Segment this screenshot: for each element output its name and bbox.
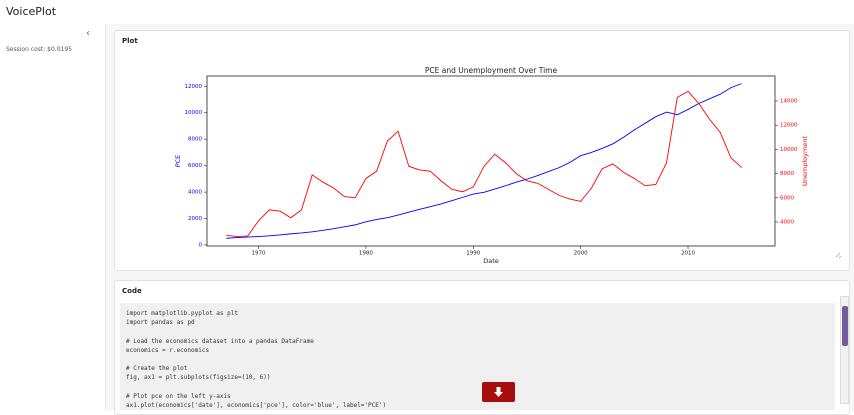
y2-tick-label: 6000 [780, 195, 794, 201]
x-tick-label: 1990 [466, 251, 480, 257]
app-title: VoicePlot [6, 5, 57, 18]
x-tick-label: 1970 [252, 251, 266, 257]
plot-card: Plot [114, 30, 850, 271]
data-line [226, 83, 742, 239]
y2-tick-label: 12000 [780, 123, 798, 129]
x-axis-label: Date [483, 257, 499, 265]
y2-tick-label: 14000 [780, 98, 798, 104]
y-axis-label: PCE [174, 155, 182, 168]
x-tick-label: 2010 [681, 251, 695, 257]
chart: PCE and Unemployment Over Time Date PCE … [174, 66, 842, 265]
arrow-icon [494, 387, 503, 397]
y-tick-label: 2000 [188, 216, 202, 222]
code-box: import matplotlib.pyplot as plt import p… [120, 303, 835, 410]
y-tick-label: 8000 [188, 137, 202, 143]
scroll-thumb[interactable] [842, 306, 848, 346]
header: VoicePlot [0, 0, 854, 24]
y-tick-label: 10000 [185, 110, 203, 116]
plot-frame [206, 75, 776, 247]
resize-icon[interactable] [835, 252, 842, 259]
scroll-down-button[interactable] [482, 382, 515, 402]
code-text: import matplotlib.pyplot as plt import p… [126, 310, 387, 410]
x-tick-label: 2000 [574, 251, 588, 257]
y-tick-label: 6000 [188, 163, 202, 169]
y-tick-label: 4000 [188, 190, 202, 196]
plot-title: Plot [122, 37, 138, 45]
collapse-button[interactable]: ‹ [86, 28, 90, 39]
session-cost: Session cost: $0.0195 [6, 46, 72, 53]
y2-tick-label: 10000 [780, 147, 798, 153]
sidebar: ‹ Session cost: $0.0195 [0, 24, 106, 410]
code-title: Code [122, 287, 142, 295]
scrollbar[interactable] [840, 296, 849, 404]
data-line [226, 90, 743, 237]
chart-title: PCE and Unemployment Over Time [425, 66, 558, 75]
y-tick-label: 0 [199, 242, 203, 248]
y2-tick-label: 8000 [780, 171, 794, 177]
y2-axis-label: Unemployment [801, 136, 809, 186]
x-tick-label: 1980 [359, 251, 373, 257]
y-tick-label: 12000 [185, 84, 203, 90]
y2-tick-label: 4000 [780, 220, 794, 226]
